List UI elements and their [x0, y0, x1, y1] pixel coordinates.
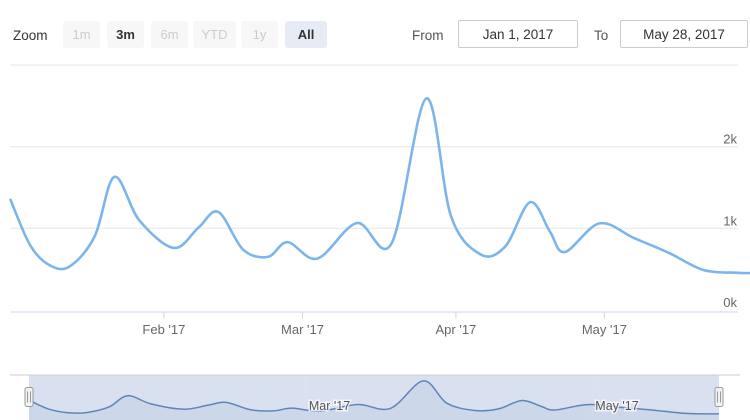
- to-date-input[interactable]: [620, 20, 748, 48]
- range-button-all[interactable]: All: [285, 21, 327, 48]
- navigator-area: [29, 380, 719, 420]
- range-button-1m: 1m: [63, 21, 100, 48]
- navigator-handle-left[interactable]: [24, 387, 34, 407]
- main-chart-gridlines: [10, 64, 738, 229]
- handle-body[interactable]: [24, 387, 34, 407]
- navigator-mask[interactable]: [29, 375, 719, 420]
- y-axis-labels: 0k 1k 2k: [723, 132, 737, 310]
- navigator-axis-label: Mar '17: [309, 399, 350, 413]
- navigator-axis-label: May '17: [595, 399, 638, 413]
- y-axis-label: 1k: [723, 213, 737, 228]
- range-button-6m: 6m: [151, 21, 188, 48]
- navigator: Mar '17 May '17: [10, 374, 740, 420]
- range-button-3m[interactable]: 3m: [107, 21, 144, 48]
- x-axis: Feb '17 Mar '17 Apr '17 May '17: [10, 311, 738, 337]
- range-button-1y: 1y: [241, 21, 278, 48]
- zoom-label: Zoom: [13, 28, 48, 43]
- x-axis-label: Mar '17: [281, 322, 324, 337]
- y-axis-label: 0k: [723, 295, 737, 310]
- handle-body[interactable]: [714, 387, 724, 407]
- navigator-series: [29, 380, 719, 420]
- main-series: [9, 97, 750, 275]
- x-axis-label: Feb '17: [142, 322, 185, 337]
- to-label: To: [594, 28, 609, 43]
- range-button-ytd: YTD: [193, 21, 236, 48]
- y-axis-label: 2k: [723, 132, 737, 147]
- from-date-input[interactable]: [458, 20, 578, 48]
- from-label: From: [412, 28, 444, 43]
- x-axis-label: Apr '17: [436, 322, 477, 337]
- navigator-handle-right[interactable]: [714, 387, 724, 407]
- navigator-line: [29, 380, 719, 415]
- series-line[interactable]: [9, 97, 750, 275]
- x-axis-label: May '17: [582, 322, 627, 337]
